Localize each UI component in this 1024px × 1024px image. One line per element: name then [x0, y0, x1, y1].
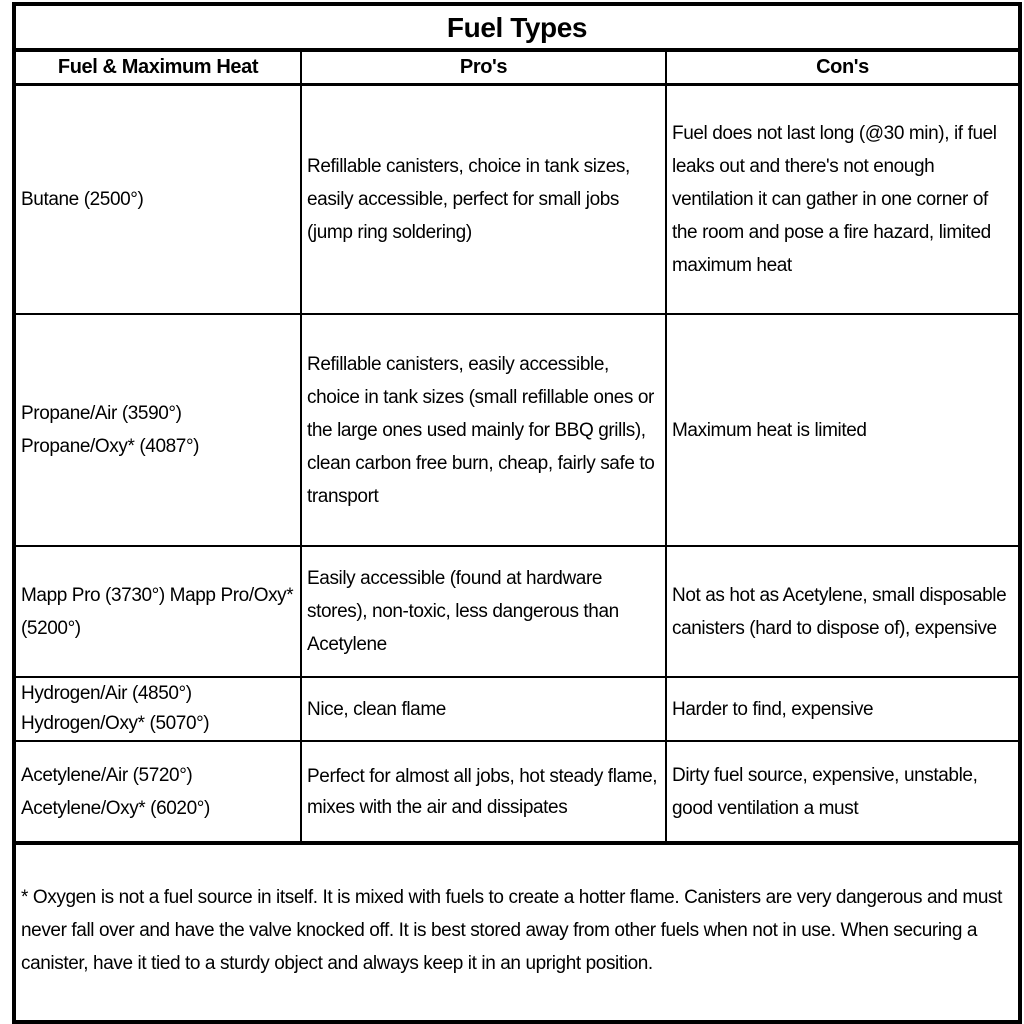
pros-cell: Perfect for almost all jobs, hot steady … [307, 765, 658, 818]
fuel-cell: Propane/Air (3590°) Propane/Oxy* (4087°) [21, 403, 200, 457]
divider [12, 841, 1022, 845]
header-cons: Con's [816, 56, 869, 78]
fuel-cell: Butane (2500°) [21, 189, 144, 210]
divider [300, 50, 302, 843]
cons-cell: Fuel does not last long (@30 min), if fu… [672, 123, 997, 276]
cons-cell: Dirty fuel source, expensive, unstable, … [672, 764, 978, 819]
pros-cell: Nice, clean flame [307, 698, 446, 720]
cons-cell: Not as hot as Acetylene, small disposabl… [672, 584, 1007, 639]
pros-cell: Refillable canisters, choice in tank siz… [307, 156, 630, 243]
cons-cell: Maximum heat is limited [672, 419, 867, 441]
fuel-cell: Acetylene/Air (5720°) Acetylene/Oxy* (60… [21, 764, 210, 819]
divider [12, 676, 1022, 678]
divider [12, 313, 1022, 315]
divider [12, 545, 1022, 547]
divider [665, 50, 667, 843]
pros-cell: Refillable canisters, easily accessible,… [307, 353, 655, 507]
table-frame [12, 2, 1022, 1024]
divider [12, 48, 1022, 52]
footnote: * Oxygen is not a fuel source in itself.… [21, 887, 1002, 974]
pros-cell: Easily accessible (found at hardware sto… [307, 568, 619, 655]
header-fuel: Fuel & Maximum Heat [57, 56, 259, 78]
divider [12, 740, 1022, 742]
fuel-cell: Hydrogen/Air (4850°) Hydrogen/Oxy* (5070… [21, 683, 210, 734]
fuel-cell: Mapp Pro (3730°) Mapp Pro/Oxy* (5200°) [21, 584, 294, 639]
page-title: Fuel Types [446, 11, 588, 43]
cons-cell: Harder to find, expensive [672, 698, 874, 720]
divider [12, 83, 1022, 86]
header-pros: Pro's [459, 56, 508, 78]
